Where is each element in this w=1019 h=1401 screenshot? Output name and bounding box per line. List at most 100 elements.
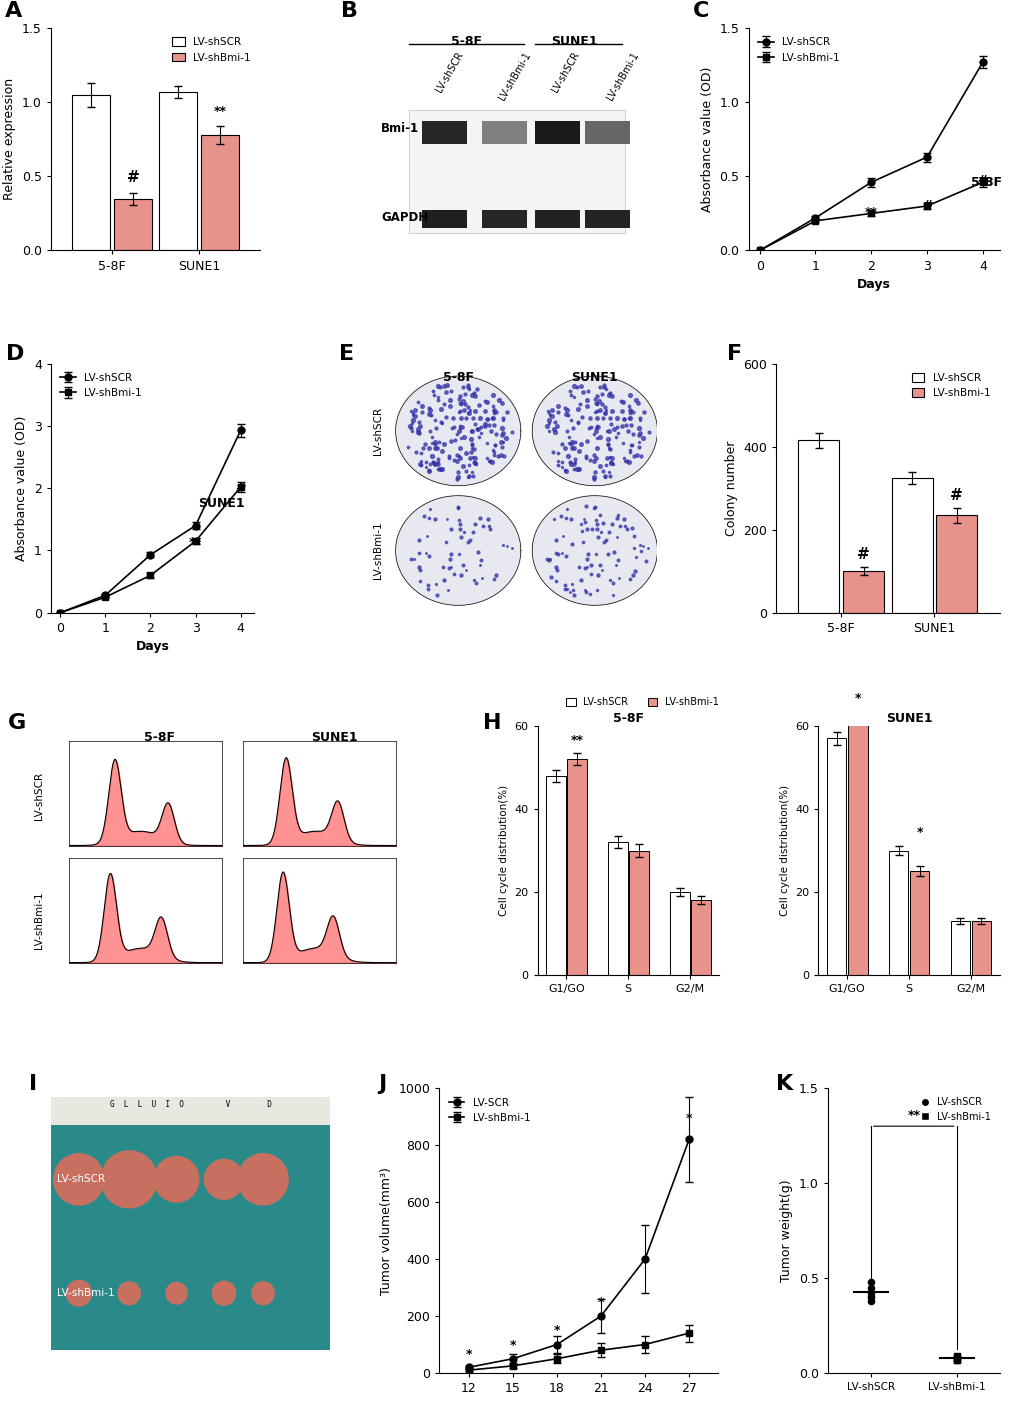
Point — [442, 380, 459, 402]
Point — [498, 427, 515, 450]
Point — [452, 525, 469, 548]
Point — [421, 460, 437, 482]
Point — [426, 453, 442, 475]
Point — [627, 560, 643, 583]
Point — [412, 559, 428, 581]
Point — [413, 441, 429, 464]
Point — [457, 382, 473, 405]
Point — [476, 389, 492, 412]
Point — [433, 458, 449, 481]
Point — [452, 563, 469, 586]
Circle shape — [101, 1150, 157, 1208]
Point — [472, 416, 488, 439]
Point — [412, 570, 428, 593]
Point — [421, 453, 437, 475]
Point — [562, 432, 579, 454]
Point — [455, 521, 472, 544]
Text: **: ** — [864, 206, 877, 220]
Point — [484, 395, 500, 417]
Legend: LV-shSCR, LV-shBmi-1: LV-shSCR, LV-shBmi-1 — [561, 693, 722, 712]
Point — [464, 384, 480, 406]
Text: *: * — [510, 1339, 516, 1352]
Point — [451, 392, 468, 415]
Y-axis label: Tumor weight(g): Tumor weight(g) — [780, 1180, 793, 1282]
Point — [556, 396, 573, 419]
Point — [493, 425, 510, 447]
Point — [451, 447, 468, 469]
Point — [488, 423, 504, 446]
Point — [568, 375, 584, 398]
Point — [596, 465, 612, 488]
Point — [588, 392, 604, 415]
Point — [423, 446, 439, 468]
Point — [461, 399, 477, 422]
Legend: LV-shSCR, LV-shBmi-1: LV-shSCR, LV-shBmi-1 — [168, 34, 255, 67]
Point — [465, 569, 481, 591]
Text: LV-shSCR: LV-shSCR — [56, 1174, 105, 1184]
X-axis label: Days: Days — [136, 640, 169, 653]
Point — [594, 511, 610, 534]
Bar — [629, 850, 648, 975]
Point — [561, 380, 578, 402]
Bar — [534, 122, 579, 144]
Point — [445, 416, 462, 439]
Point — [948, 1345, 964, 1367]
Text: #: # — [235, 482, 246, 495]
Point — [540, 420, 556, 443]
Point — [451, 513, 468, 535]
Bar — [971, 920, 990, 975]
Point — [483, 419, 499, 441]
Point — [587, 401, 603, 423]
Point — [463, 434, 479, 457]
Point — [605, 541, 622, 563]
Point — [435, 433, 451, 455]
Point — [465, 406, 481, 429]
Point — [460, 395, 476, 417]
Point — [586, 465, 602, 488]
Polygon shape — [395, 375, 521, 486]
Point — [625, 537, 641, 559]
Point — [609, 549, 626, 572]
Text: **: ** — [570, 734, 583, 747]
Point — [454, 455, 471, 478]
Point — [451, 385, 468, 408]
Point — [470, 394, 486, 416]
Point — [557, 460, 574, 482]
Point — [562, 437, 579, 460]
Point — [411, 542, 427, 565]
Text: *: * — [685, 1112, 692, 1125]
Point — [562, 409, 579, 432]
Point — [458, 460, 474, 482]
Point — [581, 583, 597, 605]
Point — [601, 569, 618, 591]
Bar — [421, 210, 467, 228]
Point — [607, 426, 624, 448]
Point — [621, 384, 637, 406]
Point — [547, 570, 564, 593]
Point — [484, 406, 500, 429]
Point — [494, 409, 511, 432]
Point — [552, 504, 569, 527]
Point — [591, 375, 607, 398]
Point — [487, 563, 503, 586]
Point — [561, 384, 578, 406]
Circle shape — [154, 1157, 199, 1202]
Point — [433, 398, 449, 420]
Point — [477, 401, 493, 423]
Text: LV-shBmi-1: LV-shBmi-1 — [56, 1289, 114, 1299]
Point — [614, 432, 631, 454]
Point — [603, 513, 620, 535]
Text: J: J — [378, 1075, 386, 1094]
Point — [600, 419, 616, 441]
Point — [624, 401, 640, 423]
Point — [862, 1271, 878, 1293]
Text: LV-shBmi-1: LV-shBmi-1 — [496, 50, 532, 102]
Title: SUNE1: SUNE1 — [884, 712, 931, 724]
Point — [621, 439, 637, 461]
Point — [553, 455, 570, 478]
Point — [542, 566, 558, 588]
Point — [596, 395, 612, 417]
Point — [412, 415, 428, 437]
Point — [557, 545, 574, 567]
Point — [620, 408, 636, 430]
